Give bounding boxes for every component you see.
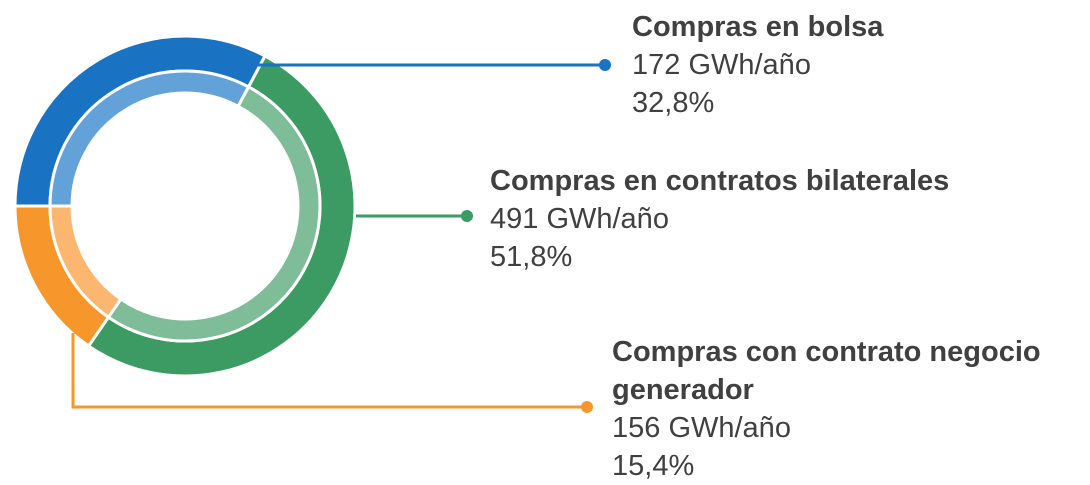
legend-label: Compras en contratos bilaterales 491 GWh… — [490, 162, 1080, 276]
energy-label: 172 GWh/año — [632, 49, 811, 81]
percent-label: 32,8% — [632, 87, 715, 119]
leader-dot — [461, 210, 473, 222]
category-name: Compras con contrato negocio generador — [612, 336, 1041, 406]
category-name: Compras en contratos bilaterales — [490, 165, 950, 197]
page: {"chart_data": { "type": "pie", "categor… — [13, 8, 1090, 482]
donut — [13, 34, 357, 378]
energy-label: 156 GWh/año — [612, 412, 791, 444]
chart — [13, 34, 611, 413]
leader-line — [71, 333, 587, 409]
percent-label: 51,8% — [490, 241, 573, 273]
legend-label: Compras en bolsa 172 GWh/año 32,8% — [632, 8, 1090, 122]
category-name: Compras en bolsa — [632, 11, 884, 43]
legend-label: Compras con contrato negocio generador 1… — [612, 333, 1082, 485]
percent-label: 15,4% — [612, 450, 695, 482]
slice-inner — [48, 204, 123, 320]
leader-dot — [599, 59, 611, 71]
energy-label: 491 GWh/año — [490, 203, 669, 235]
leader-dot — [581, 401, 593, 413]
